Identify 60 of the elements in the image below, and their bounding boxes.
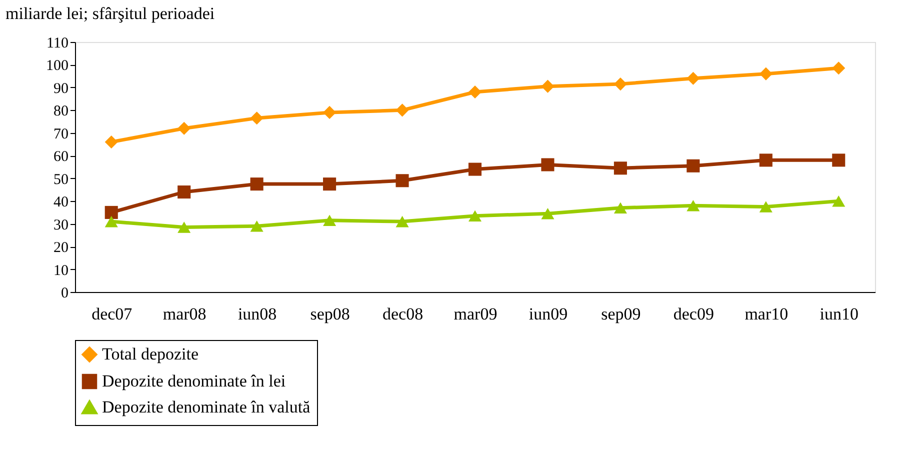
x-tick-label: mar09 — [454, 304, 498, 324]
y-tick-label: 0 — [61, 286, 68, 302]
x-tick-label: sep08 — [310, 304, 350, 324]
point — [832, 154, 846, 167]
point — [250, 112, 264, 125]
point — [396, 104, 409, 117]
legend-label: Total depozite — [102, 344, 199, 364]
legend-label: Depozite denominate în lei — [102, 372, 286, 390]
x-tick-label: dec09 — [673, 304, 714, 324]
chart-title: miliarde lei; sfârşitul perioadei — [6, 4, 215, 23]
point — [250, 220, 264, 232]
y-tick-label: 40 — [54, 194, 68, 211]
x-tick-label: mar10 — [744, 304, 788, 324]
y-tick-label: 110 — [46, 36, 68, 52]
point — [104, 206, 118, 219]
x-tick-label: sep09 — [601, 304, 641, 324]
legend-label: Depozite denominate în valută — [102, 398, 311, 416]
point — [614, 162, 627, 175]
point — [396, 174, 409, 188]
point — [759, 67, 772, 80]
point — [614, 78, 627, 91]
point — [323, 106, 336, 119]
x-tick-label: dec07 — [92, 304, 133, 324]
point — [468, 162, 482, 176]
point — [468, 210, 482, 222]
x-tick-label: dec08 — [382, 304, 424, 324]
point — [832, 62, 846, 75]
y-tick-label: 80 — [54, 104, 68, 120]
y-tick-label: 100 — [46, 58, 68, 74]
point — [832, 195, 846, 207]
point — [178, 222, 191, 233]
point — [614, 202, 627, 214]
y-tick-label: 70 — [54, 126, 68, 142]
point — [541, 80, 554, 93]
point — [250, 178, 264, 191]
y-tick-label: 90 — [54, 80, 68, 97]
x-tick-label: iun10 — [820, 304, 859, 324]
point — [541, 158, 554, 172]
point — [323, 178, 336, 191]
point — [686, 72, 700, 85]
point — [178, 122, 191, 135]
point — [686, 159, 700, 172]
x-tick-label: iun08 — [238, 304, 277, 324]
point — [323, 214, 336, 226]
x-tick-label: iun09 — [528, 304, 568, 324]
point — [759, 201, 772, 212]
y-tick-label: 30 — [54, 217, 68, 234]
point — [759, 154, 772, 167]
point — [178, 185, 191, 199]
point — [686, 200, 700, 212]
point — [396, 216, 409, 228]
y-tick-label: 50 — [54, 172, 68, 188]
y-tick-label: 60 — [54, 149, 68, 166]
point — [468, 85, 482, 99]
y-tick-label: 10 — [54, 262, 68, 279]
point — [104, 216, 118, 228]
y-tick-label: 20 — [54, 240, 68, 256]
point — [541, 208, 554, 220]
point — [104, 135, 118, 149]
x-tick-label: mar08 — [162, 304, 206, 324]
